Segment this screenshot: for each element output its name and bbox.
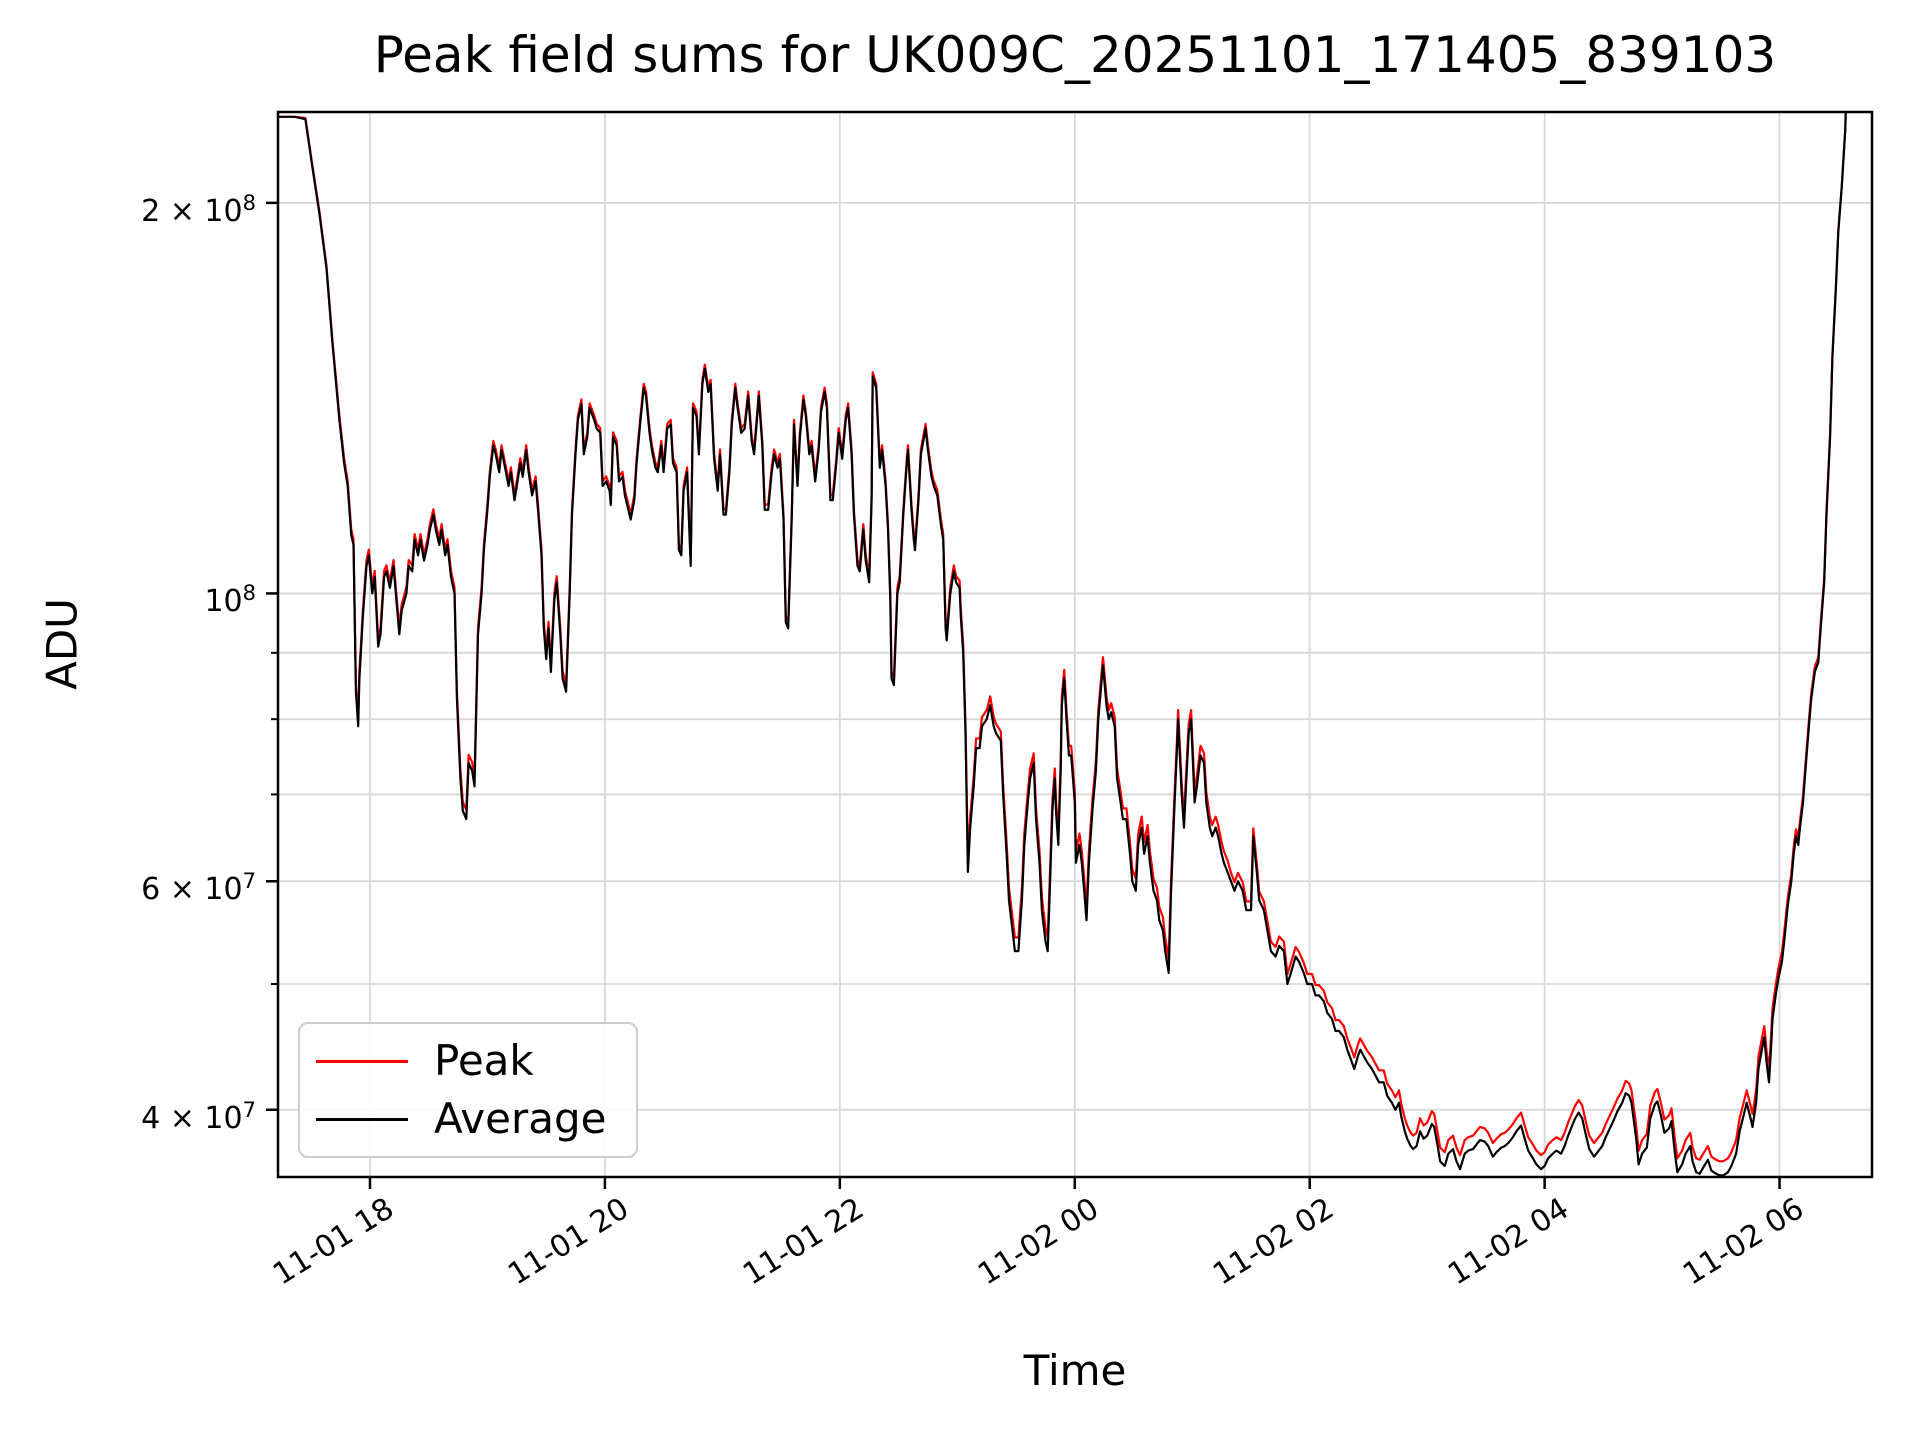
legend-line-peak-icon (316, 1059, 408, 1063)
chart-title: Peak field sums for UK009C_20251101_1714… (373, 26, 1777, 84)
y-tick-label: 108 (204, 581, 256, 620)
y-tick-label: 2 × 108 (141, 190, 256, 229)
legend-item-average: Average (310, 1095, 626, 1143)
x-axis-label: Time (1023, 1346, 1127, 1395)
legend: Peak Average (298, 1022, 638, 1158)
legend-item-peak: Peak (310, 1037, 626, 1085)
y-tick-label: 6 × 107 (141, 869, 256, 908)
legend-label-average: Average (434, 1094, 607, 1143)
legend-label-peak: Peak (434, 1036, 534, 1085)
legend-line-average-icon (316, 1117, 408, 1121)
y-tick-label: 4 × 107 (141, 1097, 256, 1136)
